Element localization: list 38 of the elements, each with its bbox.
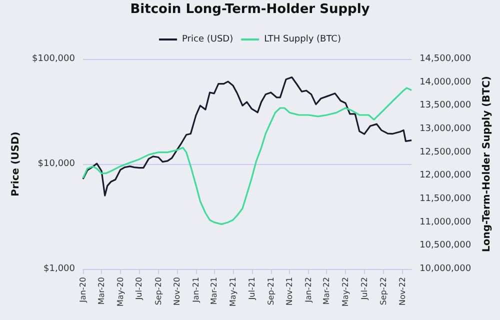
legend-label: Price (USD) [182, 34, 234, 44]
x-tick-label: Jul-21 [247, 277, 256, 301]
x-tick-label: Sep-20 [154, 277, 163, 306]
y-tick-label: $100,000 [32, 54, 76, 64]
y2-axis-title: Long-Term-Holder Supply (BTC) [482, 76, 492, 252]
y2-tick-label: 10,000,000 [420, 264, 472, 274]
x-tick-label: Jan-20 [78, 277, 88, 304]
y2-tick-label: 14,500,000 [420, 54, 472, 64]
y2-tick-label: 13,500,000 [420, 100, 472, 111]
x-tick-label: Sep-21 [266, 277, 276, 306]
x-tick-label: Mar-21 [210, 277, 219, 305]
legend-label: LTH Supply (BTC) [264, 34, 341, 44]
x-tick-label: Jul-20 [134, 277, 144, 301]
y2-tick-label: 11,000,000 [420, 217, 472, 228]
y-tick-label: $1,000 [44, 264, 76, 274]
chart-title: Bitcoin Long-Term-Holder Supply [130, 2, 370, 17]
x-tick-label: May-22 [341, 277, 350, 306]
y2-tick-label: 12,500,000 [420, 147, 472, 158]
y-tick-label: $10,000 [38, 159, 76, 169]
x-tick-label: May-21 [228, 277, 238, 306]
y2-tick-label: 10,500,000 [420, 240, 472, 251]
y2-tick-label: 12,000,000 [420, 170, 472, 181]
line-series [82, 87, 412, 225]
y2-tick-label: 13,000,000 [420, 124, 472, 134]
x-tick-label: Jul-22 [360, 277, 369, 301]
x-tick-label: Jan-21 [191, 277, 200, 304]
x-tick-label: Nov-20 [172, 277, 182, 306]
x-tick-label: May-20 [116, 277, 125, 306]
y2-tick-label: 11,500,000 [420, 194, 472, 204]
x-tick-label: Mar-20 [97, 277, 106, 305]
x-tick-label: Mar-22 [322, 277, 332, 305]
y-axis-title: Price (USD) [10, 132, 22, 196]
x-tick-label: Jan-22 [304, 277, 314, 304]
x-tick-label: Sep-22 [378, 277, 388, 306]
x-tick-label: Nov-21 [285, 277, 294, 306]
line-series [82, 76, 412, 196]
x-tick-label: Nov-22 [398, 277, 407, 306]
y2-tick-label: 14,000,000 [420, 77, 472, 88]
